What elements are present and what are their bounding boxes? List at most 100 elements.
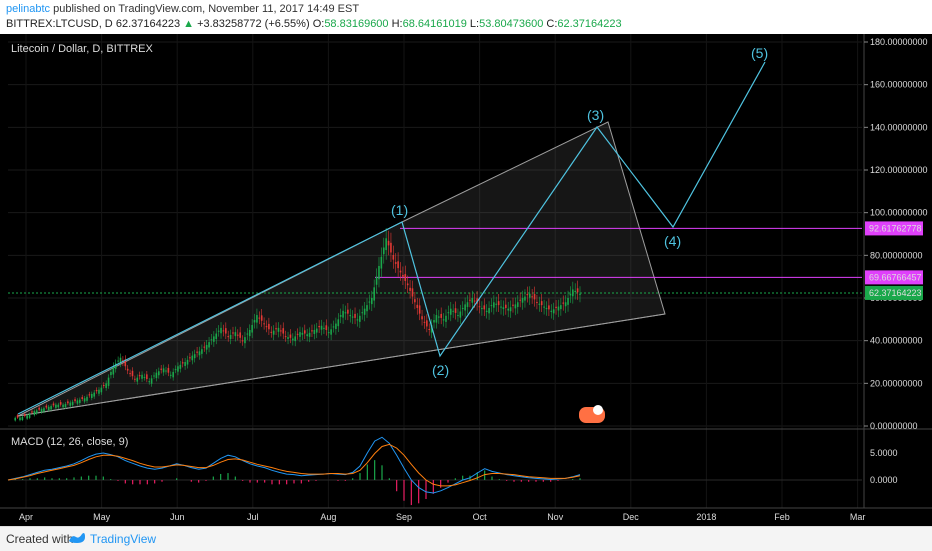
candle-body (124, 359, 127, 367)
candle-body (497, 301, 500, 306)
candle-body (241, 340, 244, 342)
time-tick-label: Mar (850, 512, 866, 522)
candle-body (213, 336, 215, 342)
macd-title: MACD (12, 26, close, 9) (11, 436, 128, 448)
candle-body (303, 330, 306, 334)
candle-body (418, 305, 421, 314)
candle-body (55, 404, 57, 408)
candle-body (93, 392, 95, 397)
candle-body (210, 339, 213, 341)
last-price: 62.37164223 (115, 18, 181, 30)
candle-body (471, 298, 474, 303)
candle-body (332, 326, 335, 328)
candle-body (45, 405, 48, 408)
candle-body (198, 351, 201, 356)
candle-body (323, 327, 325, 329)
candle-body (536, 301, 538, 303)
high-label: H: (391, 18, 403, 30)
time-tick-label: Sep (396, 512, 412, 522)
candle-body (234, 332, 237, 337)
candle-body (545, 307, 548, 310)
candle-body (557, 306, 560, 311)
candle-body (481, 307, 483, 310)
candle-body (114, 363, 117, 369)
chart-background (0, 34, 932, 526)
price-marker-label: 92.61762778 (869, 223, 922, 233)
candle-body (186, 359, 189, 365)
candle-body (373, 287, 375, 301)
candle-body (148, 381, 151, 383)
candle-body (129, 373, 131, 375)
candle-body (196, 351, 198, 353)
candle-body (105, 383, 107, 389)
candle-body (100, 387, 103, 393)
candle-body (392, 255, 395, 260)
candle-body (433, 320, 435, 323)
candle-body (64, 403, 67, 408)
candle-body (447, 312, 450, 314)
candle-body (528, 293, 531, 298)
candle-body (493, 302, 495, 308)
candle-body (485, 310, 488, 312)
candle-body (220, 327, 222, 334)
event-badge[interactable] (579, 405, 605, 423)
main-chart-title: Litecoin / Dollar, D, BITTREX (11, 43, 153, 55)
candle-body (155, 372, 158, 379)
candle-body (205, 344, 208, 350)
time-tick-label: Apr (19, 512, 33, 522)
candle-body (473, 300, 476, 302)
candle-body (361, 312, 364, 314)
candle-body (169, 374, 172, 376)
candle-body (43, 408, 45, 412)
candle-body (287, 337, 289, 339)
price-tick-label: 120.00000000 (870, 165, 928, 175)
candle-body (33, 411, 36, 416)
candle-body (555, 306, 557, 308)
candle-body (203, 346, 206, 348)
price-marker-label: 62.37164223 (869, 288, 922, 298)
candle-body (505, 304, 507, 308)
candle-body (550, 310, 553, 312)
candle-body (167, 367, 170, 373)
candle-body (538, 303, 541, 305)
candle-body (512, 304, 514, 306)
candle-body (366, 305, 368, 312)
candle-body (342, 310, 344, 318)
candle-body (440, 313, 442, 318)
candle-body (339, 315, 342, 317)
price-chart[interactable]: Litecoin / Dollar, D, BITTREX MACD (12, … (0, 34, 932, 526)
candle-body (368, 301, 371, 303)
candle-body (296, 333, 299, 335)
candle-body (21, 416, 24, 421)
candle-body (50, 406, 52, 410)
candle-body (117, 360, 119, 362)
author-link[interactable]: pelinabtc (6, 3, 51, 15)
close-label: C: (546, 18, 558, 30)
symbol-label: BITTREX:LTCUSD, D (6, 18, 113, 30)
time-tick-label: Feb (774, 512, 790, 522)
open-label: O: (312, 18, 325, 30)
candle-body (16, 415, 19, 418)
candle-body (244, 337, 246, 344)
ohlc-line: BITTREX:LTCUSD, D 62.37164223 ▲ +3.83258… (6, 18, 622, 30)
candle-body (411, 288, 414, 297)
candle-body (438, 316, 440, 318)
time-tick-label: Jul (247, 512, 259, 522)
created-with-label: Created with (6, 532, 74, 546)
candle-body (540, 301, 543, 306)
tradingview-brand-link[interactable]: TradingView (90, 532, 157, 546)
candle-body (246, 333, 249, 335)
candle-body (74, 399, 76, 402)
candle-body (265, 326, 268, 328)
candle-body (337, 319, 340, 327)
candle-body (162, 368, 165, 373)
candle-body (445, 315, 447, 322)
candle-body (394, 262, 397, 264)
candle-body (363, 308, 366, 315)
candle-body (459, 311, 462, 318)
candle-body (184, 362, 186, 366)
candle-body (385, 238, 387, 251)
candle-body (81, 397, 84, 399)
elliott-wave-path[interactable] (17, 61, 766, 415)
candle-body (519, 299, 521, 301)
